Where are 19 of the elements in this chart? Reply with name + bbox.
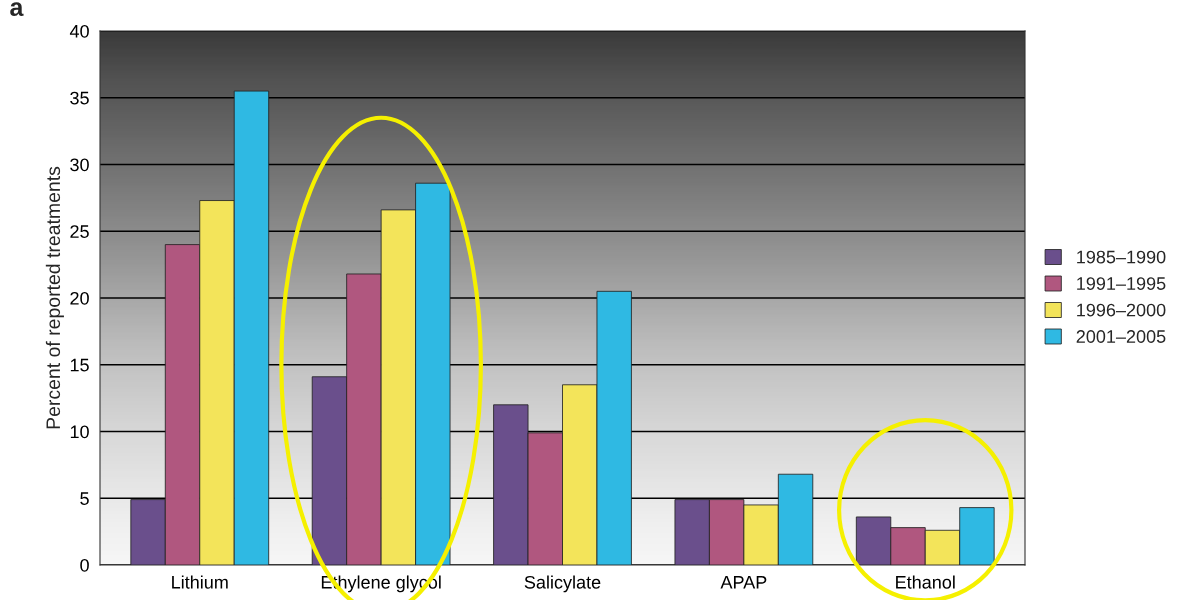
text: a [10,2,24,17]
legend-label: 1985–1990 [1077,250,1166,264]
y-tick-label: 25 [70,225,89,238]
x-tick-label: Ethanol [896,575,955,589]
legend-label: 1996–2000 [1077,303,1166,317]
legend-label: 1991–1995 [1077,277,1166,290]
x-tick-label: Lithium [172,575,228,589]
x-tick-label: Salicylate [524,575,601,593]
y-tick-label: 20 [70,291,89,305]
y-tick-label: 0 [80,558,89,572]
y-tick-label: 10 [70,425,89,439]
y-tick-label: 40 [69,24,89,38]
y-tick-label: 35 [70,91,89,105]
y-axis-title: Percent of reported treatments [45,166,64,429]
y-tick-label: 15 [70,358,89,372]
x-tick-label: APAP [720,576,767,589]
legend-label: 2001–2005 [1076,330,1166,343]
y-tick-label: 5 [80,492,89,505]
y-tick-label: 30 [70,158,89,172]
